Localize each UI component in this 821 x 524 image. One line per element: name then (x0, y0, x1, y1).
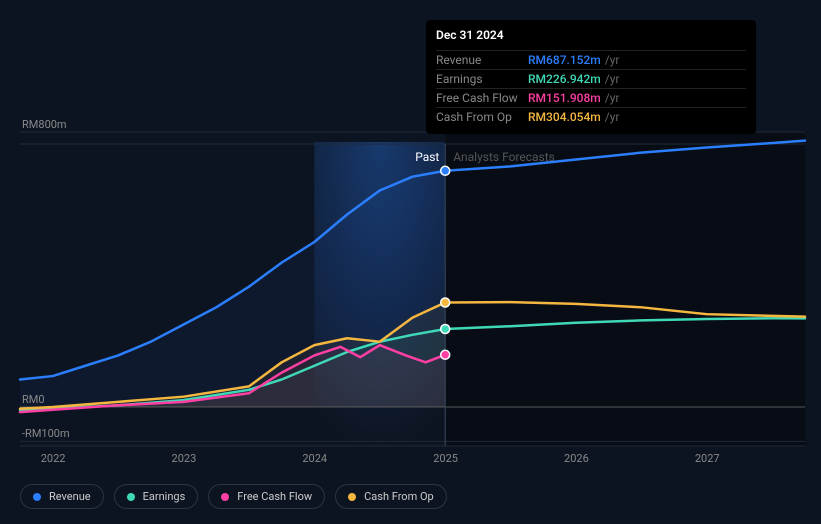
x-axis-label: 2023 (172, 452, 197, 465)
legend-label: Revenue (49, 490, 91, 503)
legend-dot-icon (127, 493, 135, 501)
tooltip-value: RM151.908m (528, 91, 601, 105)
tooltip-row: RevenueRM687.152m/yr (436, 50, 746, 69)
legend-item-fcf[interactable]: Free Cash Flow (208, 484, 325, 509)
tooltip-row: Cash From OpRM304.054m/yr (436, 107, 746, 126)
tooltip-value: RM226.942m (528, 72, 601, 86)
tooltip-unit: /yr (605, 72, 620, 86)
tooltip-value: RM304.054m (528, 110, 601, 124)
tooltip-label: Earnings (436, 72, 528, 86)
tooltip-label: Cash From Op (436, 110, 528, 124)
tooltip-row: Free Cash FlowRM151.908m/yr (436, 88, 746, 107)
tooltip-unit: /yr (605, 53, 620, 67)
tooltip-label: Free Cash Flow (436, 91, 528, 105)
y-axis-label: -RM100m (22, 427, 70, 440)
legend-item-revenue[interactable]: Revenue (20, 484, 104, 509)
y-axis-label: RM800m (22, 118, 67, 131)
x-axis-label: 2022 (41, 452, 66, 465)
legend-label: Free Cash Flow (237, 490, 312, 503)
legend-item-cfo[interactable]: Cash From Op (335, 484, 447, 509)
tooltip-row: EarningsRM226.942m/yr (436, 69, 746, 88)
legend-dot-icon (33, 493, 41, 501)
x-axis-label: 2024 (302, 452, 327, 465)
forecast-label: Analysts Forecasts (453, 150, 555, 164)
past-label: Past (415, 150, 439, 164)
y-axis-label: RM0 (22, 393, 45, 406)
chart-legend: Revenue Earnings Free Cash Flow Cash From O… (20, 484, 447, 509)
legend-item-earnings[interactable]: Earnings (114, 484, 199, 509)
tooltip-date: Dec 31 2024 (436, 28, 746, 46)
x-axis-label: 2026 (564, 452, 589, 465)
legend-dot-icon (221, 493, 229, 501)
tooltip-unit: /yr (605, 91, 620, 105)
tooltip-label: Revenue (436, 53, 528, 67)
chart-tooltip: Dec 31 2024 RevenueRM687.152m/yrEarnings… (426, 20, 756, 134)
legend-label: Cash From Op (364, 490, 434, 503)
x-axis-label: 2025 (433, 452, 458, 465)
legend-label: Earnings (143, 490, 186, 503)
tooltip-value: RM687.152m (528, 53, 601, 67)
x-axis-label: 2027 (695, 452, 720, 465)
tooltip-unit: /yr (605, 110, 620, 124)
legend-dot-icon (348, 493, 356, 501)
